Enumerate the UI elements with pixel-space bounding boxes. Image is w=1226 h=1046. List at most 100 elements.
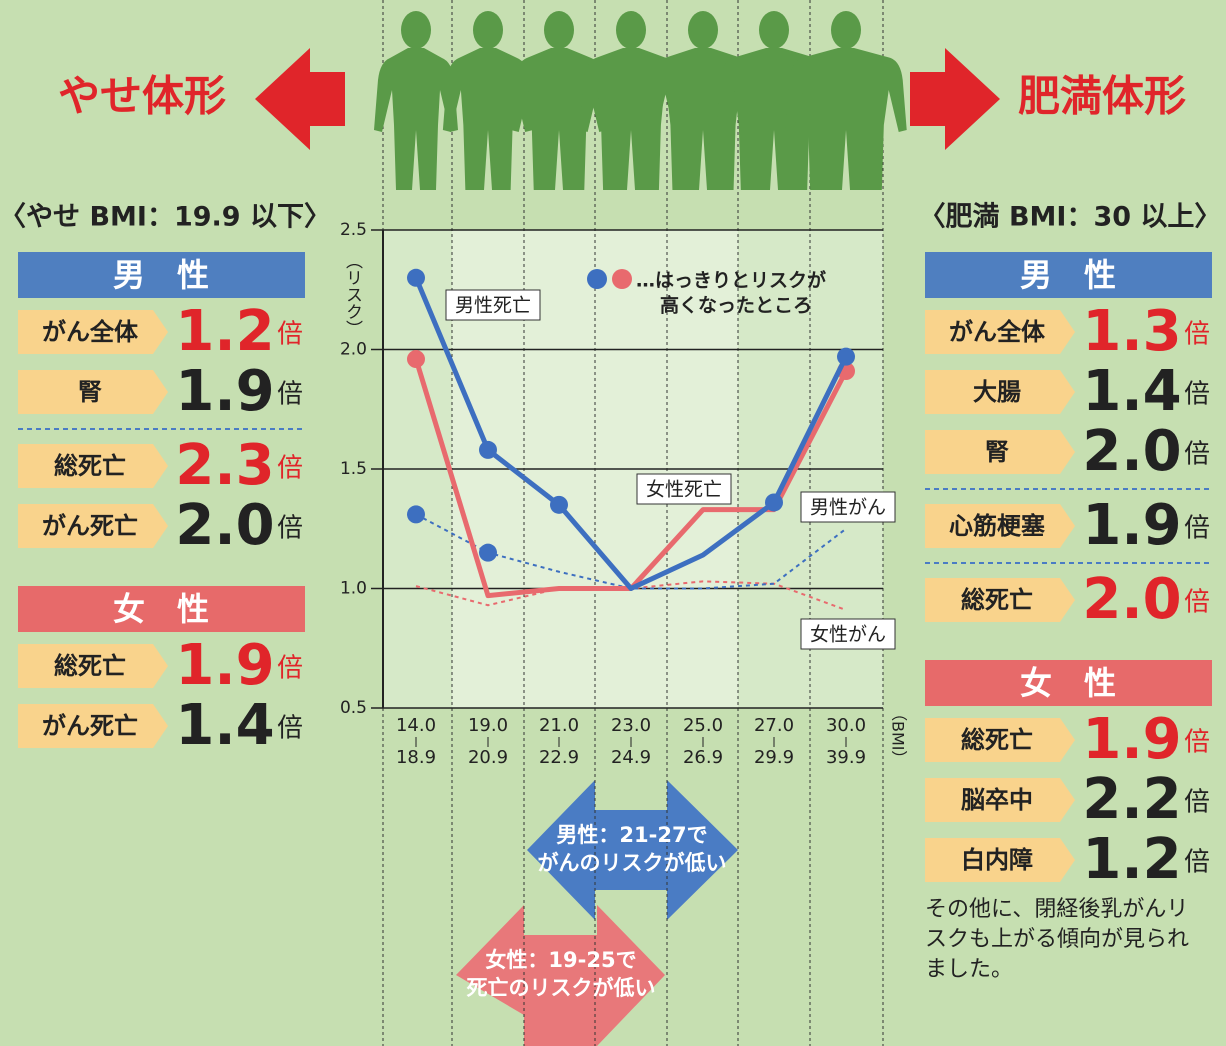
y-tick-label: 0.5 [340,698,367,718]
row-value: 2.2 [1082,767,1181,832]
group-header: 男 性 [113,256,209,294]
silhouette-head [831,11,861,49]
legend-dot [612,269,632,289]
row-label: 白内障 [961,846,1033,874]
silhouette-head [401,11,431,49]
arrow-female-text: 女性：19-25で [485,948,636,972]
row-value: 1.3 [1082,299,1181,364]
panel-note: ました。 [925,957,1013,982]
series-label: 女性がん [810,624,886,646]
silhouette-head [759,11,789,49]
x-tick-label-end: 24.9 [611,747,651,768]
row-label: 腎 [78,378,102,406]
row-unit: 倍 [1184,848,1210,878]
arrow-right [910,48,1000,150]
silhouette-head [473,11,503,49]
legend-dot [587,269,607,289]
silhouette-head [616,11,646,49]
legend-note: …はっきりとリスクが [636,269,826,292]
row-unit: 倍 [1184,514,1210,544]
legend-note: 高くなったところ [660,294,812,317]
row-label: 腎 [985,438,1009,466]
row-label: がん全体 [949,318,1046,346]
arrow-male-text: 男性：21-27で [556,823,707,847]
panel-title: 〈肥満 BMI：30 以上〉 [919,202,1222,233]
risk-marker [479,544,497,562]
row-label: がん全体 [42,318,139,346]
risk-marker [407,350,425,368]
x-tick-label-end: 22.9 [539,747,579,768]
x-axis-label: （BMI） [889,705,908,767]
row-value: 1.9 [175,359,274,424]
row-value: 1.9 [175,633,274,698]
row-unit: 倍 [277,714,303,744]
risk-marker [479,441,497,459]
arrow-left [255,48,345,150]
group-header: 女 性 [113,590,209,628]
y-tick-label: 2.5 [340,220,367,240]
x-tick-label-end: 20.9 [468,747,508,768]
series-label: 男性死亡 [455,295,531,317]
row-value: 2.3 [175,433,274,498]
x-tick-label: 27.0 [754,715,794,736]
x-tick-label-end: 26.9 [683,747,723,768]
x-tick-label: 14.0 [396,715,436,736]
risk-marker [550,496,568,514]
row-value: 1.2 [175,299,274,364]
row-label: 心筋梗塞 [949,512,1045,540]
panel-title: 〈やせ BMI：19.9 以下〉 [0,202,331,233]
y-axis-label: （リスク） [342,252,363,337]
row-value: 2.0 [175,493,274,558]
row-unit: 倍 [1184,380,1210,410]
row-unit: 倍 [1184,588,1210,618]
arrow-female-text: 死亡のリスクが低い [467,976,656,1000]
row-unit: 倍 [277,514,303,544]
risk-marker [407,505,425,523]
series-label: 女性死亡 [646,479,722,501]
group-header: 女 性 [1020,664,1116,702]
x-tick-label-end: 18.9 [396,747,436,768]
risk-marker [837,348,855,366]
silhouette-head [544,11,574,49]
risk-marker [765,493,783,511]
x-tick-label: 30.0 [826,715,866,736]
row-value: 1.9 [1082,493,1181,558]
row-label: がん死亡 [42,512,138,540]
silhouette-head [688,11,718,49]
row-unit: 倍 [1184,728,1210,758]
risk-marker [407,269,425,287]
row-label: 大腸 [973,378,1021,406]
row-label: 脳卒中 [961,786,1033,814]
row-label: がん死亡 [42,712,138,740]
x-tick-label: 19.0 [468,715,508,736]
row-value: 1.9 [1082,707,1181,772]
y-tick-label: 2.0 [340,340,367,360]
panel-note: スクも上がる傾向が見られ [925,927,1189,952]
infographic: 0.5 1.0 1.5 2.0 2.5 （リスク） （BMI） 14.0 18.9 19.0 20.… [0,0,1226,1046]
x-tick-label-end: 39.9 [826,747,866,768]
row-value: 1.4 [175,693,274,758]
series-label: 男性がん [810,497,886,519]
page: {"chart_data":{"type":"line", "categorie… [0,0,1226,1046]
row-label: 総死亡 [54,452,126,480]
row-label: 総死亡 [54,652,126,680]
row-unit: 倍 [277,654,303,684]
arrow-left-label: やせ体形 [58,72,226,121]
x-tick-label: 25.0 [683,715,723,736]
arrow-male-low [527,780,738,920]
row-value: 2.0 [1082,567,1181,632]
row-unit: 倍 [1184,320,1210,350]
y-tick-label: 1.5 [340,459,367,479]
x-tick-label: 23.0 [611,715,651,736]
row-unit: 倍 [1184,440,1210,470]
row-label: 総死亡 [961,726,1033,754]
arrow-right-label: 肥満体形 [1018,72,1186,121]
row-value: 1.2 [1082,827,1181,892]
row-label: 総死亡 [961,586,1033,614]
y-tick-label: 1.0 [340,579,367,599]
row-unit: 倍 [277,380,303,410]
group-header: 男 性 [1020,256,1116,294]
panel-note: その他に、閉経後乳がんリ [925,897,1188,922]
x-tick-label-end: 29.9 [754,747,794,768]
row-value: 2.0 [1082,419,1181,484]
